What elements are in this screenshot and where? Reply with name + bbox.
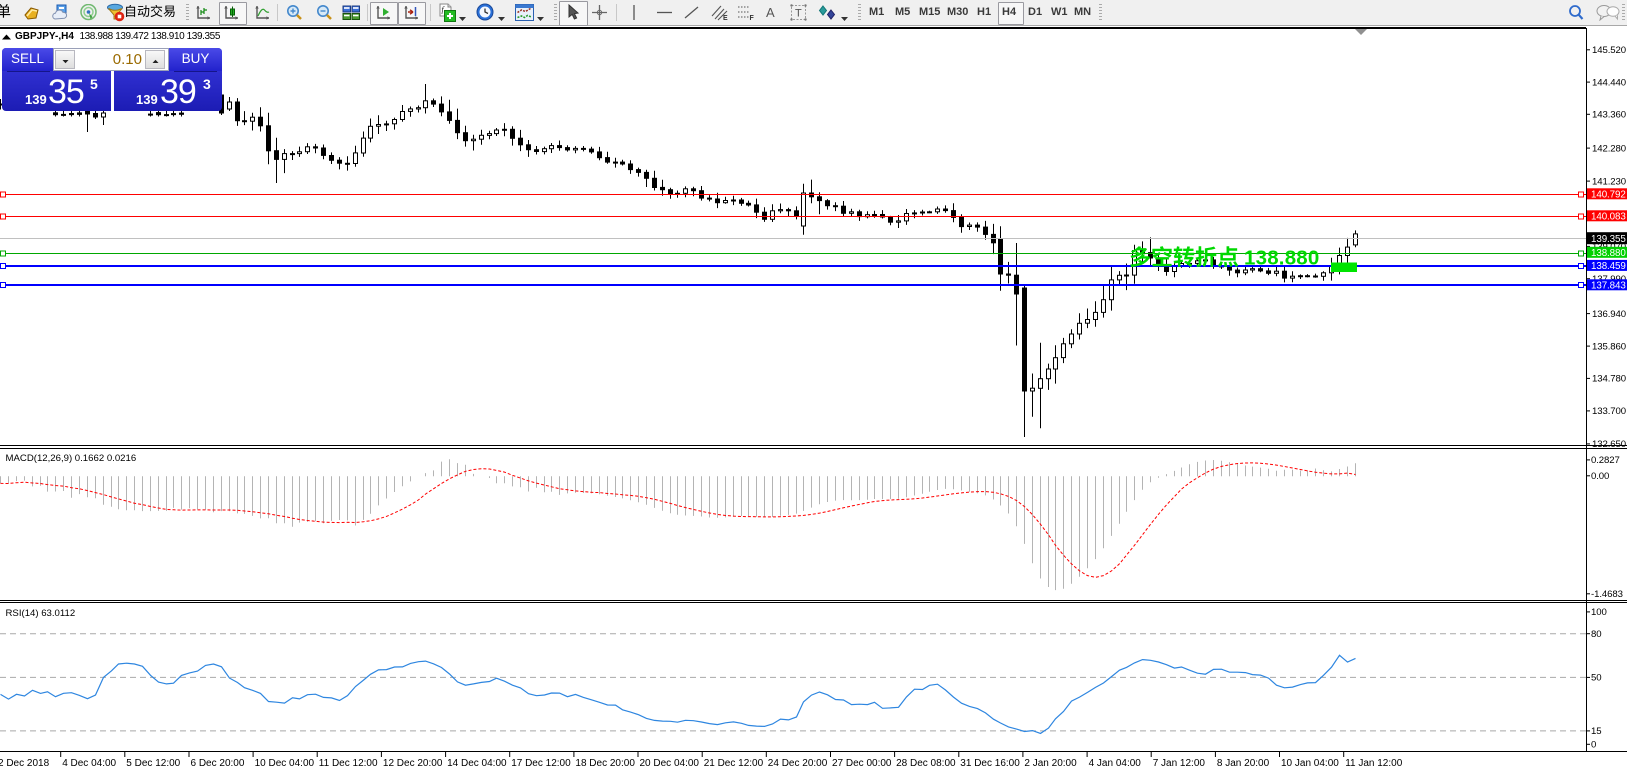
svg-text:11 Dec 12:00: 11 Dec 12:00 [319, 758, 378, 769]
svg-text:137.843: 137.843 [1591, 280, 1626, 291]
svg-text:50: 50 [1591, 673, 1601, 684]
svg-text:132.650: 132.650 [1592, 439, 1626, 450]
svg-text:139.355: 139.355 [1591, 234, 1626, 245]
svg-text:138.880: 138.880 [1244, 247, 1320, 270]
svg-text:138.880: 138.880 [1591, 248, 1626, 259]
svg-text:140.792: 140.792 [1591, 189, 1626, 200]
svg-text:MACD(12,26,9) 0.1662 0.0216: MACD(12,26,9) 0.1662 0.0216 [6, 453, 137, 464]
svg-text:21 Dec 12:00: 21 Dec 12:00 [704, 758, 764, 769]
svg-text:18 Dec 20:00: 18 Dec 20:00 [575, 758, 635, 769]
svg-text:20 Dec 04:00: 20 Dec 04:00 [640, 758, 700, 769]
svg-text:4 Jan 04:00: 4 Jan 04:00 [1089, 758, 1142, 769]
svg-text:136.940: 136.940 [1592, 309, 1626, 320]
svg-text:0: 0 [1591, 740, 1596, 751]
svg-text:T: T [795, 8, 802, 20]
svg-text:10 Jan 04:00: 10 Jan 04:00 [1281, 758, 1339, 769]
svg-text:140.083: 140.083 [1591, 211, 1626, 222]
svg-text:31 Dec 16:00: 31 Dec 16:00 [960, 758, 1020, 769]
svg-text:28 Dec 08:00: 28 Dec 08:00 [896, 758, 956, 769]
svg-text:0.00: 0.00 [1591, 471, 1609, 482]
svg-text:100: 100 [1591, 607, 1607, 618]
svg-text:2 Jan 20:00: 2 Jan 20:00 [1024, 758, 1077, 769]
svg-text:F: F [750, 15, 755, 21]
svg-text:133.700: 133.700 [1592, 406, 1626, 417]
svg-text:17 Dec 12:00: 17 Dec 12:00 [511, 758, 571, 769]
svg-text:7 Jan 12:00: 7 Jan 12:00 [1153, 758, 1206, 769]
svg-text:134.780: 134.780 [1592, 374, 1626, 385]
svg-text:135.860: 135.860 [1592, 341, 1626, 352]
svg-text:10 Dec 04:00: 10 Dec 04:00 [255, 758, 315, 769]
svg-text:142.280: 142.280 [1592, 143, 1626, 154]
svg-text:27 Dec 00:00: 27 Dec 00:00 [832, 758, 892, 769]
svg-text:24 Dec 20:00: 24 Dec 20:00 [768, 758, 828, 769]
svg-text:8 Jan 20:00: 8 Jan 20:00 [1217, 758, 1270, 769]
svg-text:f: f [442, 5, 446, 14]
svg-text:E: E [723, 15, 728, 21]
svg-text:-1.4683: -1.4683 [1591, 589, 1623, 600]
svg-text:0.2827: 0.2827 [1591, 455, 1620, 466]
svg-text:12 Dec 20:00: 12 Dec 20:00 [383, 758, 443, 769]
svg-text:138.459: 138.459 [1591, 261, 1626, 272]
svg-text:4 Dec 04:00: 4 Dec 04:00 [62, 758, 116, 769]
svg-text:2 Dec 2018: 2 Dec 2018 [0, 758, 50, 769]
svg-text:RSI(14) 63.0112: RSI(14) 63.0112 [6, 608, 76, 619]
svg-text:5 Dec 12:00: 5 Dec 12:00 [126, 758, 180, 769]
svg-text:145.520: 145.520 [1592, 45, 1626, 56]
svg-text:144.440: 144.440 [1592, 77, 1626, 88]
svg-text:14 Dec 04:00: 14 Dec 04:00 [447, 758, 507, 769]
svg-text:143.360: 143.360 [1592, 110, 1626, 121]
svg-text:15: 15 [1591, 726, 1601, 737]
svg-text:6 Dec 20:00: 6 Dec 20:00 [191, 758, 245, 769]
svg-text:11 Jan 12:00: 11 Jan 12:00 [1345, 758, 1403, 769]
svg-text:80: 80 [1591, 629, 1601, 640]
svg-text:141.230: 141.230 [1592, 176, 1626, 187]
